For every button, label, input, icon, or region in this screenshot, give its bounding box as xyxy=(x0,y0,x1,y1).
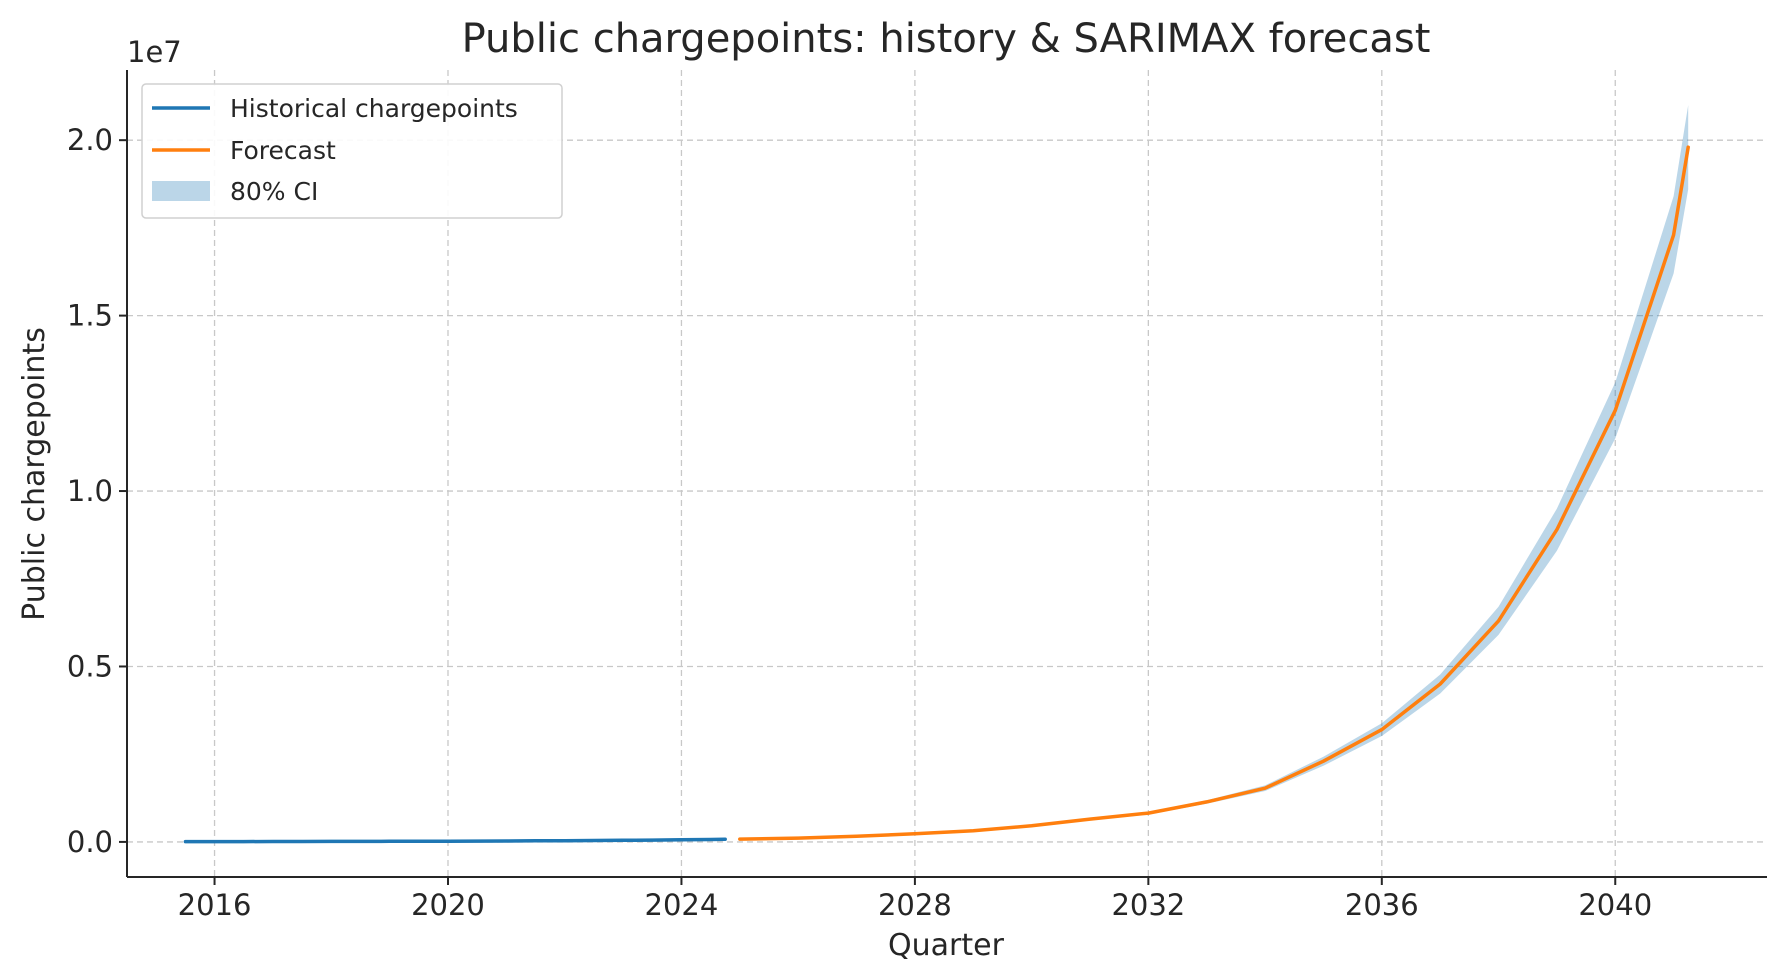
ci-band xyxy=(739,105,1689,840)
y-tick-label: 1.0 xyxy=(67,474,113,508)
legend-label-ci: 80% CI xyxy=(230,177,318,206)
x-tick-label: 2028 xyxy=(878,888,952,922)
x-axis-label: Quarter xyxy=(888,928,1005,963)
ci-band-layer xyxy=(739,105,1689,840)
legend: Historical chargepoints Forecast 80% CI xyxy=(141,83,563,219)
axes xyxy=(126,70,1767,878)
x-tick-label: 2040 xyxy=(1578,888,1652,922)
tick-layer: 2016 2020 2024 2028 2032 2036 2040 0.0 0.5 1.0 1.5… xyxy=(67,123,1652,922)
x-tick-label: 2016 xyxy=(178,888,252,922)
y-axis-offset-label: 1e7 xyxy=(127,35,182,69)
legend-frame xyxy=(141,83,563,219)
historical-chargepoints-line xyxy=(183,837,727,844)
x-tick-label: 2036 xyxy=(1345,888,1419,922)
x-tick-label: 2032 xyxy=(1111,888,1185,922)
y-axis-label: Public chargepoints xyxy=(17,327,52,621)
x-tick-label: 2024 xyxy=(645,888,719,922)
legend-label-historical: Historical chargepoints xyxy=(230,94,518,123)
series-layer xyxy=(183,145,1690,844)
legend-label-forecast: Forecast xyxy=(230,136,336,165)
x-tick-label: 2020 xyxy=(411,888,485,922)
legend-swatch-ci xyxy=(152,181,210,201)
y-tick-label: 0.5 xyxy=(67,649,113,683)
y-tick-label: 0.0 xyxy=(67,825,113,859)
chart-title: Public chargepoints: history & SARIMAX f… xyxy=(462,16,1431,62)
forecast-line xyxy=(738,145,1690,841)
y-tick-label: 1.5 xyxy=(67,299,113,333)
y-tick-label: 2.0 xyxy=(67,123,113,157)
